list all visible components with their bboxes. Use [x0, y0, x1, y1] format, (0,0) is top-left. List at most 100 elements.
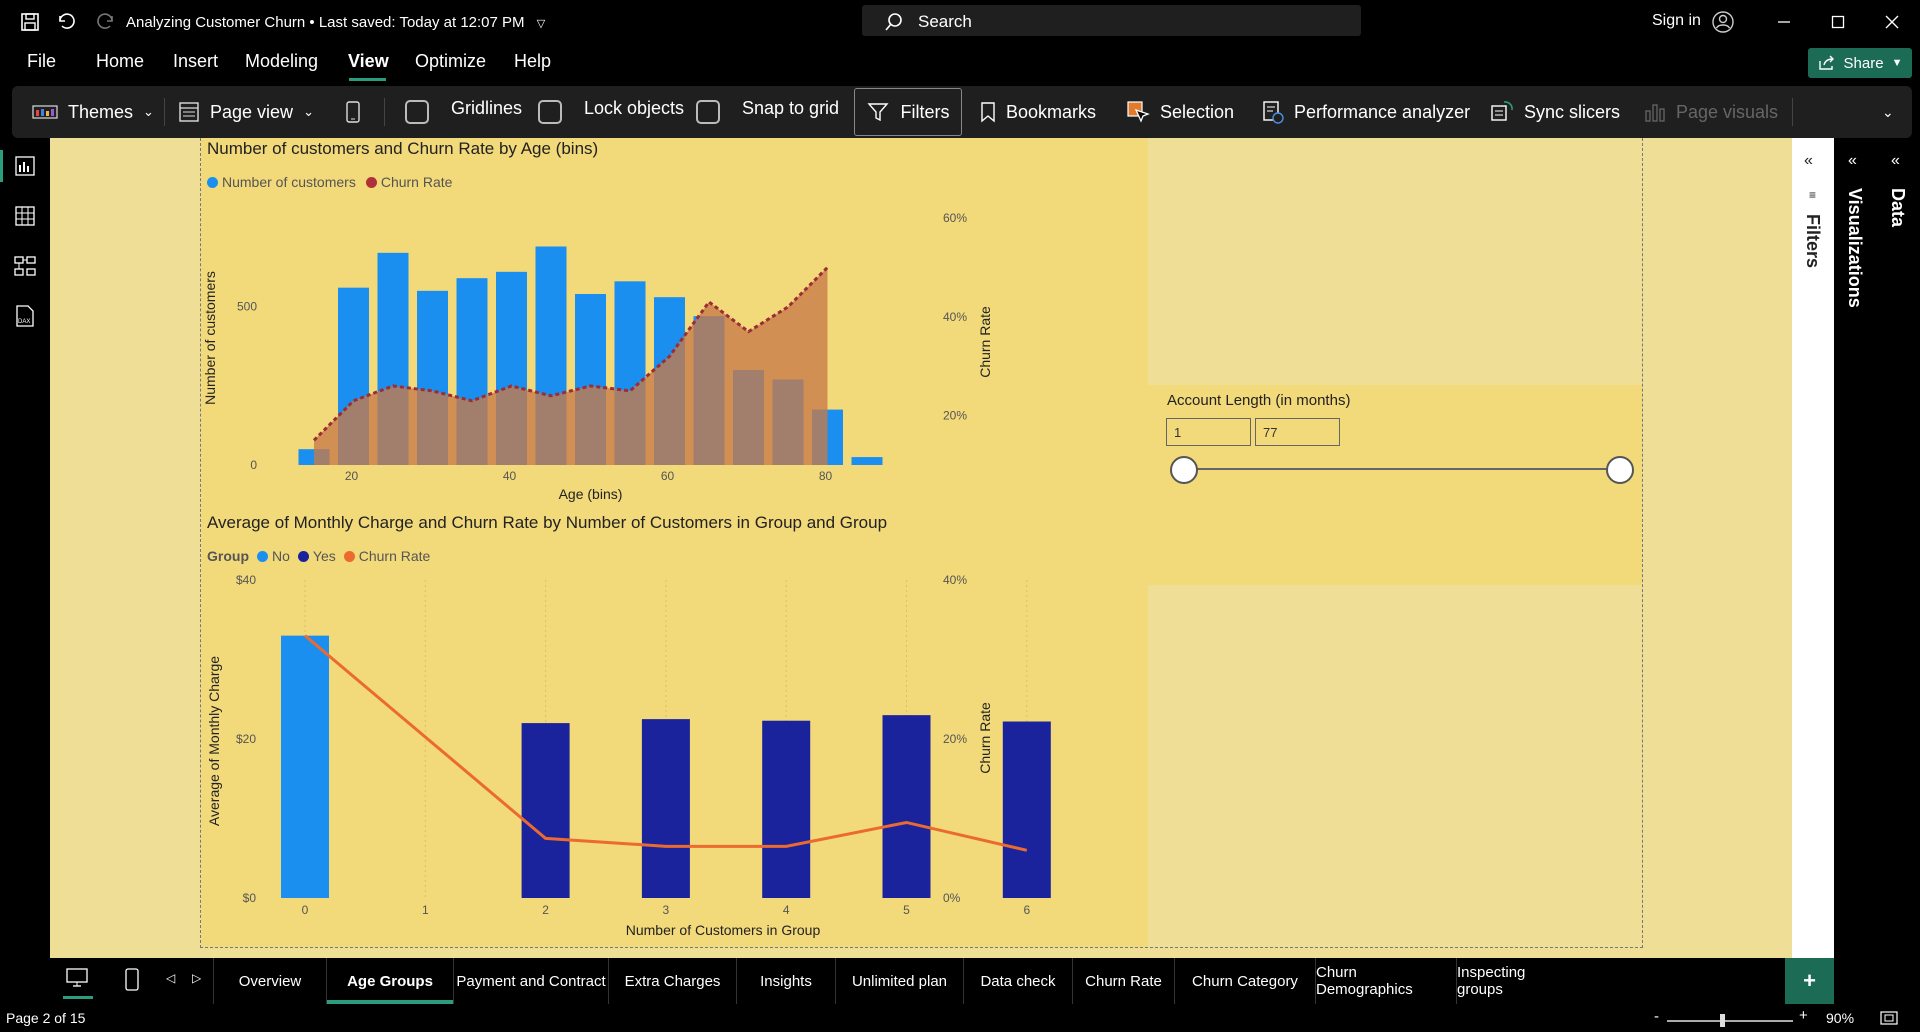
y2-tick-label: 60% — [943, 211, 967, 225]
sync-slicers-button[interactable]: Sync slicers — [1490, 86, 1620, 138]
selection-icon — [1127, 101, 1150, 123]
slicer-min-handle[interactable] — [1170, 456, 1198, 484]
snap-to-grid-checkbox[interactable]: Snap to grid — [696, 86, 839, 138]
group-yes-bar — [521, 723, 570, 898]
age-bins-combo-chart[interactable]: 0 500 20% 40% 60% 20 40 60 80 Age (bins) Number of… — [201, 188, 1148, 508]
themes-button[interactable]: Themes ⌄ — [32, 86, 154, 138]
page-tab-churn-category[interactable]: Churn Category — [1174, 958, 1315, 1004]
page-tab-churn-demographics[interactable]: Churn Demographics — [1315, 958, 1456, 1004]
report-canvas: Number of customers and Churn Rate by Ag… — [50, 138, 1792, 958]
menu-file[interactable]: File — [27, 51, 57, 71]
ribbon-expand-icon[interactable]: ⌄ — [1882, 103, 1894, 120]
filters-pane-collapsed[interactable]: « ≡ Filters — [1792, 138, 1834, 958]
share-button[interactable]: Share ▼ — [1808, 48, 1912, 78]
page-visuals-label: Page visuals — [1676, 101, 1779, 122]
dax-query-view-icon[interactable]: DAX — [13, 304, 37, 328]
page-tab-insights[interactable]: Insights — [736, 958, 835, 1004]
redo-icon[interactable] — [94, 10, 118, 34]
sign-in-link[interactable]: Sign in — [1652, 12, 1701, 29]
expand-chevron-icon[interactable]: « — [1891, 152, 1900, 169]
slicer-max-handle[interactable] — [1606, 456, 1634, 484]
report-view-icon[interactable] — [13, 154, 37, 178]
search-input[interactable]: Search — [862, 5, 1361, 36]
previous-page-icon[interactable]: ◁ — [166, 971, 176, 985]
chart2-legend[interactable]: Group No Yes Churn Rate — [207, 548, 430, 564]
menu-view[interactable]: View — [348, 51, 389, 71]
legend-item: No — [272, 548, 290, 564]
y-axis-title: Average of Monthly Charge — [206, 656, 222, 826]
table-view-icon[interactable] — [13, 204, 37, 228]
zoom-in-button[interactable]: + — [1799, 1007, 1808, 1024]
next-page-icon[interactable]: ▷ — [192, 971, 202, 985]
y2-tick-label: 20% — [943, 732, 967, 746]
title-separator: • — [309, 14, 319, 31]
page-tab-label: Churn Category — [1192, 972, 1298, 990]
page-tab-age-groups[interactable]: Age Groups — [326, 958, 453, 1004]
y2-tick-label: 0% — [943, 891, 961, 905]
minimize-icon[interactable] — [1772, 10, 1796, 34]
legend-item: Yes — [312, 548, 336, 564]
y2-axis-title: Churn Rate — [977, 306, 993, 378]
y2-tick-label: 40% — [943, 310, 967, 324]
chart2-title: Average of Monthly Charge and Churn Rate… — [207, 513, 888, 532]
page-tab-churn-rate[interactable]: Churn Rate — [1072, 958, 1174, 1004]
svg-text:DAX: DAX — [18, 319, 30, 325]
expand-chevron-icon[interactable]: « — [1804, 152, 1813, 169]
monthly-charge-combo-chart[interactable]: $0 $20 $40 0% 20% 40% 0 1 2 3 4 5 6 Number of Custome… — [201, 568, 1148, 948]
x-tick-label: 80 — [819, 469, 833, 483]
slicer-max-input[interactable]: 77 — [1255, 418, 1340, 446]
zoom-level: 90% — [1826, 1010, 1855, 1026]
visualizations-pane-collapsed[interactable]: « Visualizations — [1834, 138, 1877, 958]
slicer-min-input[interactable]: 1 — [1166, 418, 1251, 446]
checkbox-icon — [696, 100, 720, 124]
add-page-button[interactable]: + — [1785, 958, 1834, 1004]
plus-icon: + — [1803, 968, 1816, 993]
desktop-layout-icon[interactable] — [63, 966, 93, 999]
chart1-legend[interactable]: Number of customers Churn Rate — [207, 174, 452, 190]
save-icon[interactable] — [18, 10, 42, 34]
model-view-icon[interactable] — [13, 254, 37, 278]
page-tab-data-check[interactable]: Data check — [963, 958, 1072, 1004]
menu-optimize[interactable]: Optimize — [415, 51, 487, 71]
x-tick-label: 6 — [1023, 903, 1030, 917]
chevron-down-icon: ⌄ — [143, 104, 154, 119]
mobile-layout-icon[interactable] — [125, 968, 139, 997]
page-tab-unlimited-plan[interactable]: Unlimited plan — [835, 958, 963, 1004]
menu-insert[interactable]: Insert — [173, 51, 219, 71]
mobile-layout-button[interactable] — [346, 86, 360, 138]
chevron-down-icon[interactable]: ▽ — [536, 18, 546, 30]
data-pane-collapsed[interactable]: « Data — [1877, 138, 1920, 958]
bookmarks-button[interactable]: Bookmarks — [980, 86, 1096, 138]
selection-button[interactable]: Selection — [1126, 86, 1234, 138]
menu-bar: File Home Insert Modeling View Optimize … — [0, 44, 1920, 84]
zoom-slider-track[interactable] — [1667, 1020, 1793, 1022]
gridlines-checkbox[interactable]: Gridlines — [405, 86, 522, 138]
menu-home[interactable]: Home — [96, 51, 145, 71]
zoom-slider-thumb[interactable] — [1720, 1014, 1725, 1027]
page-tab-label: Unlimited plan — [851, 972, 948, 990]
page-tab-payment-and-contract[interactable]: Payment and Contract — [453, 958, 608, 1004]
page-view-button[interactable]: Page view ⌄ — [178, 86, 314, 138]
document-title[interactable]: Analyzing Customer Churn • Last saved: T… — [126, 14, 545, 31]
menu-modeling[interactable]: Modeling — [245, 51, 319, 71]
fit-to-page-icon[interactable] — [1880, 1011, 1898, 1025]
page-tab-inspecting-groups[interactable]: Inspecting groups — [1456, 958, 1566, 1004]
zoom-out-button[interactable]: - — [1654, 1008, 1659, 1025]
close-icon[interactable] — [1880, 10, 1904, 34]
performance-analyzer-button[interactable]: Performance analyzer — [1262, 86, 1470, 138]
page-tab-extra-charges[interactable]: Extra Charges — [608, 958, 736, 1004]
undo-icon[interactable] — [54, 10, 78, 34]
status-bar: Page 2 of 15 - + 90% — [0, 1004, 1920, 1032]
visualizations-pane-label: Visualizations — [1845, 188, 1865, 308]
active-view-indicator — [0, 150, 3, 182]
user-icon[interactable] — [1711, 10, 1735, 34]
y-tick-label: $20 — [236, 732, 256, 746]
expand-chevron-icon[interactable]: « — [1848, 152, 1857, 169]
maximize-icon[interactable] — [1826, 10, 1850, 34]
menu-help[interactable]: Help — [514, 51, 552, 71]
x-tick-label: 0 — [302, 903, 309, 917]
page-tab-overview[interactable]: Overview — [213, 958, 326, 1004]
chevron-down-icon: ▼ — [1891, 57, 1903, 69]
lock-objects-checkbox[interactable]: Lock objects — [538, 86, 684, 138]
filters-button[interactable]: Filters — [854, 88, 962, 136]
